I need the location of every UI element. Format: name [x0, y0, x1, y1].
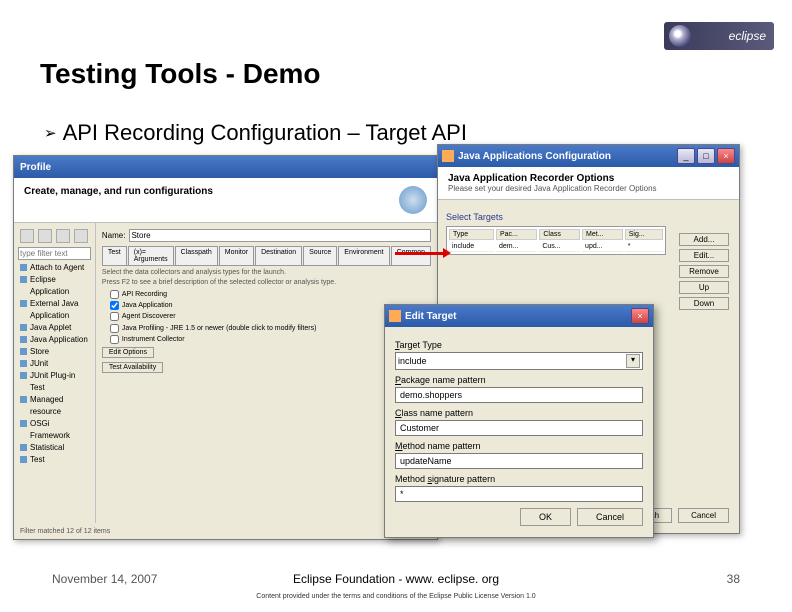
check-row[interactable]: Java Application [102, 300, 431, 311]
table-side-buttons: Add... Edit... Remove Up Down [679, 233, 729, 310]
tree-item[interactable]: Java Application [18, 334, 91, 346]
tree-item[interactable]: Managed resource [18, 394, 91, 418]
bullet-text: API Recording Configuration – Target API [63, 120, 467, 146]
collector-checks: API RecordingJava ApplicationAgent Disco… [102, 289, 431, 345]
name-input[interactable] [129, 229, 431, 242]
profile-tabs[interactable]: Test(x)= ArgumentsClasspathMonitorDestin… [102, 246, 431, 266]
java-banner-title: Java Application Recorder Options [448, 173, 729, 184]
profile-body: Attach to AgentEclipse ApplicationExtern… [14, 223, 437, 523]
close-button[interactable]: × [717, 148, 735, 164]
java-banner-sub: Please set your desired Java Application… [448, 184, 729, 193]
profile-icon [399, 186, 427, 214]
tab[interactable]: Source [303, 246, 337, 265]
check-row[interactable]: Instrument Collector [102, 334, 431, 345]
cancel-button[interactable]: Cancel [678, 508, 729, 523]
tab[interactable]: Destination [255, 246, 302, 265]
name-label: Name: [102, 231, 126, 240]
edit-options-button[interactable]: Edit Options [102, 347, 154, 358]
java-banner: Java Application Recorder Options Please… [438, 167, 739, 200]
test-availability-button[interactable]: Test Availability [102, 362, 163, 373]
tree-item[interactable]: OSGi Framework [18, 418, 91, 442]
tree-item[interactable]: Attach to Agent [18, 262, 91, 274]
profile-banner: Create, manage, and run configurations [14, 178, 437, 223]
filter-input[interactable] [18, 247, 91, 260]
java-titlebar[interactable]: Java Applications Configuration _ □ × [438, 145, 739, 167]
profile-title: Profile [20, 162, 51, 173]
footer-center: Eclipse Foundation - www. eclipse. org [0, 572, 792, 586]
profile-window: Profile Create, manage, and run configur… [13, 155, 438, 540]
edit-body: Target Type include ▾ Package name patte… [385, 327, 653, 534]
footer-license: Content provided under the terms and con… [0, 593, 792, 600]
tree-item[interactable]: JUnit Plug-in Test [18, 370, 91, 394]
footer-page: 38 [727, 572, 740, 586]
tab[interactable]: (x)= Arguments [128, 246, 174, 265]
tree-item[interactable]: Statistical [18, 442, 91, 454]
window-controls: _ □ × [677, 148, 735, 164]
targets-table[interactable]: TypePac...ClassMet...Sig... includedem..… [446, 226, 666, 255]
ok-button[interactable]: OK [520, 508, 571, 526]
edit-titlebar[interactable]: Edit Target × [385, 305, 653, 327]
tab[interactable]: Monitor [219, 246, 254, 265]
tree-item[interactable]: Test [18, 454, 91, 466]
side-button[interactable]: Remove [679, 265, 729, 278]
java-title: Java Applications Configuration [442, 150, 611, 162]
side-button[interactable]: Down [679, 297, 729, 310]
logo-text: eclipse [729, 29, 766, 43]
package-label: Package name pattern [395, 375, 643, 385]
edit-target-dialog: Edit Target × Target Type include ▾ Pack… [384, 304, 654, 538]
close-button[interactable]: × [631, 308, 649, 324]
sig-label: Method signature pattern [395, 474, 643, 484]
edit-title: Edit Target [389, 310, 456, 322]
maximize-button[interactable]: □ [697, 148, 715, 164]
tree-item[interactable]: Java Applet [18, 322, 91, 334]
profile-banner-text: Create, manage, and run configurations [24, 186, 213, 214]
check-row[interactable]: Java Profiling - JRE 1.5 or newer (doubl… [102, 323, 431, 334]
method-label: Method name pattern [395, 441, 643, 451]
tab[interactable]: Test [102, 246, 127, 265]
profile-left-panel: Attach to AgentEclipse ApplicationExtern… [14, 223, 96, 523]
select-targets-label: Select Targets [446, 212, 731, 222]
target-type-value: include [398, 356, 427, 366]
hint2: Press F2 to see a brief description of t… [102, 279, 431, 286]
tab[interactable]: Common [391, 246, 431, 265]
callout-arrow [395, 252, 445, 255]
name-row: Name: [102, 229, 431, 242]
profile-titlebar[interactable]: Profile [14, 156, 437, 178]
hint1: Select the data collectors and analysis … [102, 269, 431, 276]
edit-buttons: OK Cancel [395, 508, 643, 526]
minimize-button[interactable]: _ [677, 148, 695, 164]
package-input[interactable] [395, 387, 643, 403]
slide-title: Testing Tools - Demo [40, 58, 321, 90]
target-type-select[interactable]: include ▾ [395, 352, 643, 370]
side-button[interactable]: Up [679, 281, 729, 294]
tree-item[interactable]: JUnit [18, 358, 91, 370]
tree-item[interactable]: Eclipse Application [18, 274, 91, 298]
chevron-down-icon[interactable]: ▾ [626, 354, 640, 368]
class-label: Class name pattern [395, 408, 643, 418]
class-input[interactable] [395, 420, 643, 436]
sig-input[interactable] [395, 486, 643, 502]
profile-footer: Filter matched 12 of 12 items [20, 528, 110, 535]
cancel-button[interactable]: Cancel [577, 508, 643, 526]
check-row[interactable]: API Recording [102, 289, 431, 300]
target-type-label: Target Type [395, 340, 643, 350]
check-row[interactable]: Agent Discoverer [102, 311, 431, 322]
side-button[interactable]: Add... [679, 233, 729, 246]
config-tree[interactable]: Attach to AgentEclipse ApplicationExtern… [18, 262, 91, 466]
tree-item[interactable]: Store [18, 346, 91, 358]
tab[interactable]: Environment [338, 246, 389, 265]
side-button[interactable]: Edit... [679, 249, 729, 262]
profile-toolbar[interactable] [18, 227, 91, 245]
bullet-row: ➢ API Recording Configuration – Target A… [44, 120, 467, 146]
method-input[interactable] [395, 453, 643, 469]
tab[interactable]: Classpath [175, 246, 218, 265]
eclipse-logo: eclipse [664, 22, 774, 50]
tree-item[interactable]: External Java Application [18, 298, 91, 322]
bullet-marker: ➢ [44, 124, 57, 142]
